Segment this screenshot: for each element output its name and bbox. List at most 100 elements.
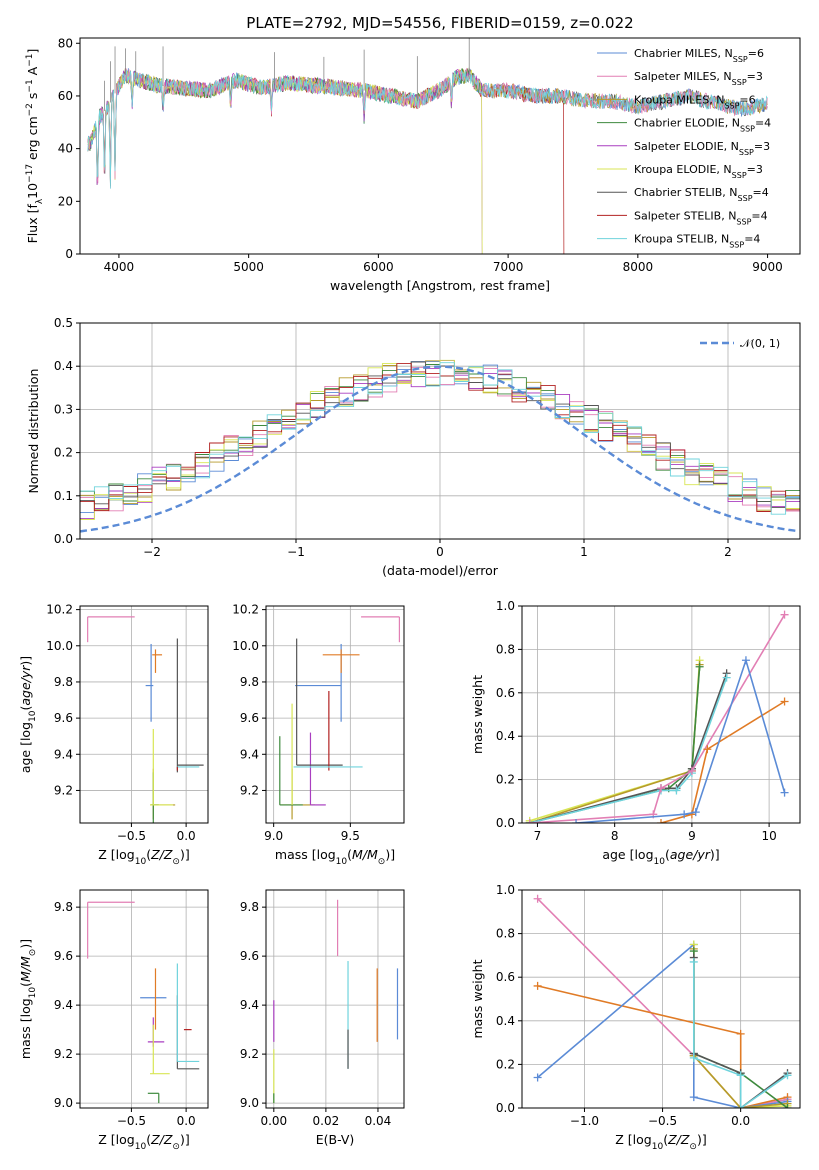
plot-area bbox=[87, 901, 200, 1104]
x-axis-label: E(B-V) bbox=[316, 1132, 355, 1147]
legend-count: =4 bbox=[751, 209, 767, 222]
y-tick-label: 1.0 bbox=[496, 599, 515, 613]
label-part: −1 bbox=[25, 79, 35, 92]
label-part: 10 bbox=[654, 857, 666, 867]
y-tick-label: 0.2 bbox=[496, 1057, 515, 1071]
x-tick-label: 5000 bbox=[233, 260, 264, 274]
legend-count: =6 bbox=[739, 93, 755, 106]
mass-weight-marker bbox=[657, 784, 665, 793]
y-axis-label: Flux [fλ10−17 erg cm−2 s−1 A−1] bbox=[25, 49, 45, 244]
x-axis-label: age [log10(age/yr)] bbox=[602, 847, 719, 867]
legend-entry: Chabrier STELIB, NSSP=4 bbox=[634, 186, 769, 203]
panel-spectrum: 4000 5000 6000 7000 8000 9000 0 20 40 60 80 wavelen… bbox=[25, 36, 801, 293]
legend-text: Salpeter STELIB, N bbox=[634, 209, 736, 222]
label-part: M/M bbox=[18, 956, 33, 982]
x-axis-label: Z [log10(Z/Z⊙)] bbox=[615, 1132, 706, 1152]
legend-entry: Salpeter MILES, NSSP=3 bbox=[634, 70, 763, 87]
legend-entry: Salpeter STELIB, NSSP=4 bbox=[634, 209, 768, 226]
label-part: ⊙ bbox=[28, 949, 38, 957]
mass-weight-marker bbox=[533, 1073, 542, 1082]
label-part: ( bbox=[665, 847, 670, 862]
label-part: ⊙ bbox=[378, 857, 386, 867]
y-tick-label: 0.5 bbox=[54, 316, 73, 330]
y-tick-label: 9.4 bbox=[54, 747, 73, 761]
error-bar-point bbox=[87, 901, 135, 959]
y-tick-label: 9.4 bbox=[240, 747, 259, 761]
error-bar-point bbox=[150, 728, 173, 806]
y-tick-label: 9.4 bbox=[54, 998, 73, 1012]
label-part: Z/Z bbox=[150, 847, 173, 862]
label-part: age [log bbox=[18, 722, 33, 773]
legend-text: Chabrier MILES, N bbox=[634, 47, 733, 60]
legend-entry: Kroupa STELIB, NSSP=4 bbox=[634, 233, 760, 250]
y-tick-label: 0.3 bbox=[54, 402, 73, 416]
y-tick-label: 9.8 bbox=[240, 675, 259, 689]
plot-area bbox=[525, 610, 789, 823]
y-tick-label: 9.0 bbox=[54, 1096, 73, 1110]
x-axis-label: (data-model)/error bbox=[382, 563, 499, 578]
legend-text: Chabrier STELIB, N bbox=[634, 186, 738, 199]
x-tick-label: 8 bbox=[611, 829, 619, 843]
y-tick-label: 9.2 bbox=[54, 1047, 73, 1061]
legend-entry: Chabrier ELODIE, NSSP=4 bbox=[634, 117, 771, 134]
panel-residuals: −2 −1 0 1 2 0.0 0.1 0.2 0.3 0.4 0.5 𝒩(0, 1) (data-mo… bbox=[26, 316, 801, 578]
x-tick-label: 4000 bbox=[104, 260, 135, 274]
legend-text: Salpeter MILES, N bbox=[634, 70, 732, 83]
label-part: −1 bbox=[25, 54, 35, 67]
mass-weight-marker bbox=[672, 786, 681, 795]
panel-mass-vs-ebv: 0.00 0.02 0.04 9.0 9.2 9.4 9.6 9.8 E(B-V) bbox=[240, 889, 405, 1147]
x-tick-label: 7000 bbox=[493, 260, 524, 274]
x-tick-label: 7 bbox=[534, 829, 542, 843]
label-part: −17 bbox=[25, 164, 35, 183]
label-part: Z/Z bbox=[667, 1132, 690, 1147]
y-tick-label: 9.8 bbox=[54, 900, 73, 914]
y-tick-label: 20 bbox=[58, 194, 73, 208]
label-part: ⊙ bbox=[172, 1142, 180, 1152]
y-axis-label: Normed distribution bbox=[26, 369, 41, 494]
label-part: 10 bbox=[28, 987, 38, 999]
label-part: ( bbox=[663, 1132, 668, 1147]
legend-sub: SSP bbox=[739, 147, 754, 156]
label-part: 10 bbox=[336, 857, 348, 867]
label-part: ⊙ bbox=[689, 1142, 697, 1152]
error-bar-point bbox=[150, 1024, 170, 1075]
spectrum-line bbox=[87, 68, 768, 189]
label-part: ⊙ bbox=[172, 857, 180, 867]
panel-mass-weight-vs-Z: −1.0 −0.5 0.0 0.0 0.2 0.4 0.6 0.8 1.0 Z [log10(Z/… bbox=[470, 883, 801, 1152]
error-bar-point bbox=[279, 768, 316, 820]
y-tick-label: 1.0 bbox=[496, 883, 515, 897]
label-part: ( bbox=[146, 1132, 151, 1147]
y-tick-label: 9.8 bbox=[54, 675, 73, 689]
x-tick-label: 0.02 bbox=[313, 1114, 340, 1128]
x-tick-label: 8000 bbox=[623, 260, 654, 274]
label-part: )] bbox=[180, 1132, 190, 1147]
legend-sub: SSP bbox=[733, 55, 748, 64]
error-bar-point bbox=[322, 649, 360, 673]
plot-area bbox=[533, 894, 792, 1108]
axes-frame bbox=[521, 889, 801, 1109]
axes-frame bbox=[79, 889, 209, 1109]
label-part: ] bbox=[25, 49, 40, 54]
x-tick-label: −0.5 bbox=[117, 829, 146, 843]
legend-text: Salpeter ELODIE, N bbox=[634, 140, 739, 153]
label-part: ( bbox=[18, 982, 33, 987]
legend-entry: Chabrier MILES, NSSP=6 bbox=[634, 47, 764, 64]
legend-sub: SSP bbox=[724, 101, 739, 110]
y-tick-label: 40 bbox=[58, 142, 73, 156]
normal-reference-curve bbox=[80, 365, 798, 533]
mass-weight-marker bbox=[736, 1029, 745, 1038]
panel-age-vs-mass: 9.0 9.5 9.2 9.4 9.6 9.8 10.0 10.2 mass [log10(M/… bbox=[232, 603, 405, 867]
x-axis-label: wavelength [Angstrom, rest frame] bbox=[330, 278, 550, 293]
y-tick-label: 0.8 bbox=[496, 642, 515, 656]
error-bar-point bbox=[296, 638, 343, 766]
error-bar-point bbox=[309, 732, 326, 806]
x-tick-label: 2 bbox=[724, 545, 732, 559]
label-part: Z [log bbox=[98, 847, 134, 862]
legend-entry: Kroupa MILES, NSSP=6 bbox=[634, 93, 756, 110]
error-bar-point bbox=[151, 772, 159, 823]
error-bar-point bbox=[361, 616, 400, 643]
label-part: Z/Z bbox=[150, 1132, 173, 1147]
error-bar-point bbox=[176, 995, 200, 1070]
